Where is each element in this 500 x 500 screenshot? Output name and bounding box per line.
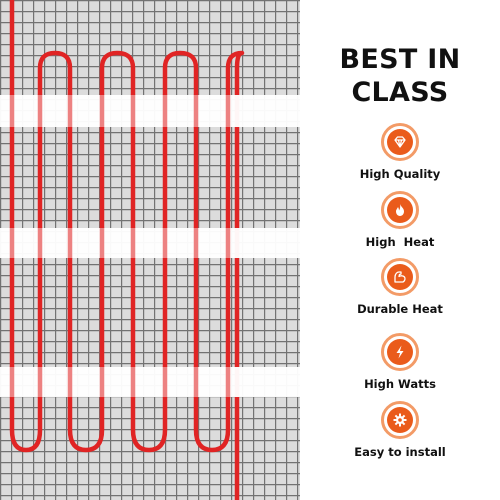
feature-label: High Quality: [359, 167, 441, 181]
mounting-tape: [0, 95, 300, 397]
lightning-bolt-icon: [381, 333, 419, 371]
cable-over-tape: [9, 92, 231, 400]
feature-label: Easy to install: [354, 445, 446, 459]
tape-strip-bottom: [0, 367, 300, 397]
features-panel: BEST IN CLASS High Quality High Heat: [300, 0, 500, 500]
diamond-icon: [381, 123, 419, 161]
feature-high-quality: High Quality: [300, 123, 500, 181]
flame-icon: [381, 191, 419, 229]
tape-strip-top: [0, 95, 300, 127]
feature-label: Durable Heat: [357, 302, 443, 316]
feature-label: High Watts: [364, 377, 436, 391]
feature-easy-to-install: Easy to install: [300, 401, 500, 459]
tape-strip-middle: [0, 228, 300, 258]
feature-durable-heat: Durable Heat: [300, 258, 500, 316]
feature-high-watts: High Watts: [300, 333, 500, 391]
heating-mat-photo: [0, 0, 300, 500]
feature-high-heat: High Heat: [300, 191, 500, 249]
flexed-arm-icon: [381, 258, 419, 296]
headline-line-2: CLASS: [351, 77, 449, 108]
feature-label: High Heat: [365, 235, 435, 249]
headline: BEST IN CLASS: [300, 43, 500, 109]
headline-line-1: BEST IN: [339, 44, 461, 75]
gear-icon: [381, 401, 419, 439]
